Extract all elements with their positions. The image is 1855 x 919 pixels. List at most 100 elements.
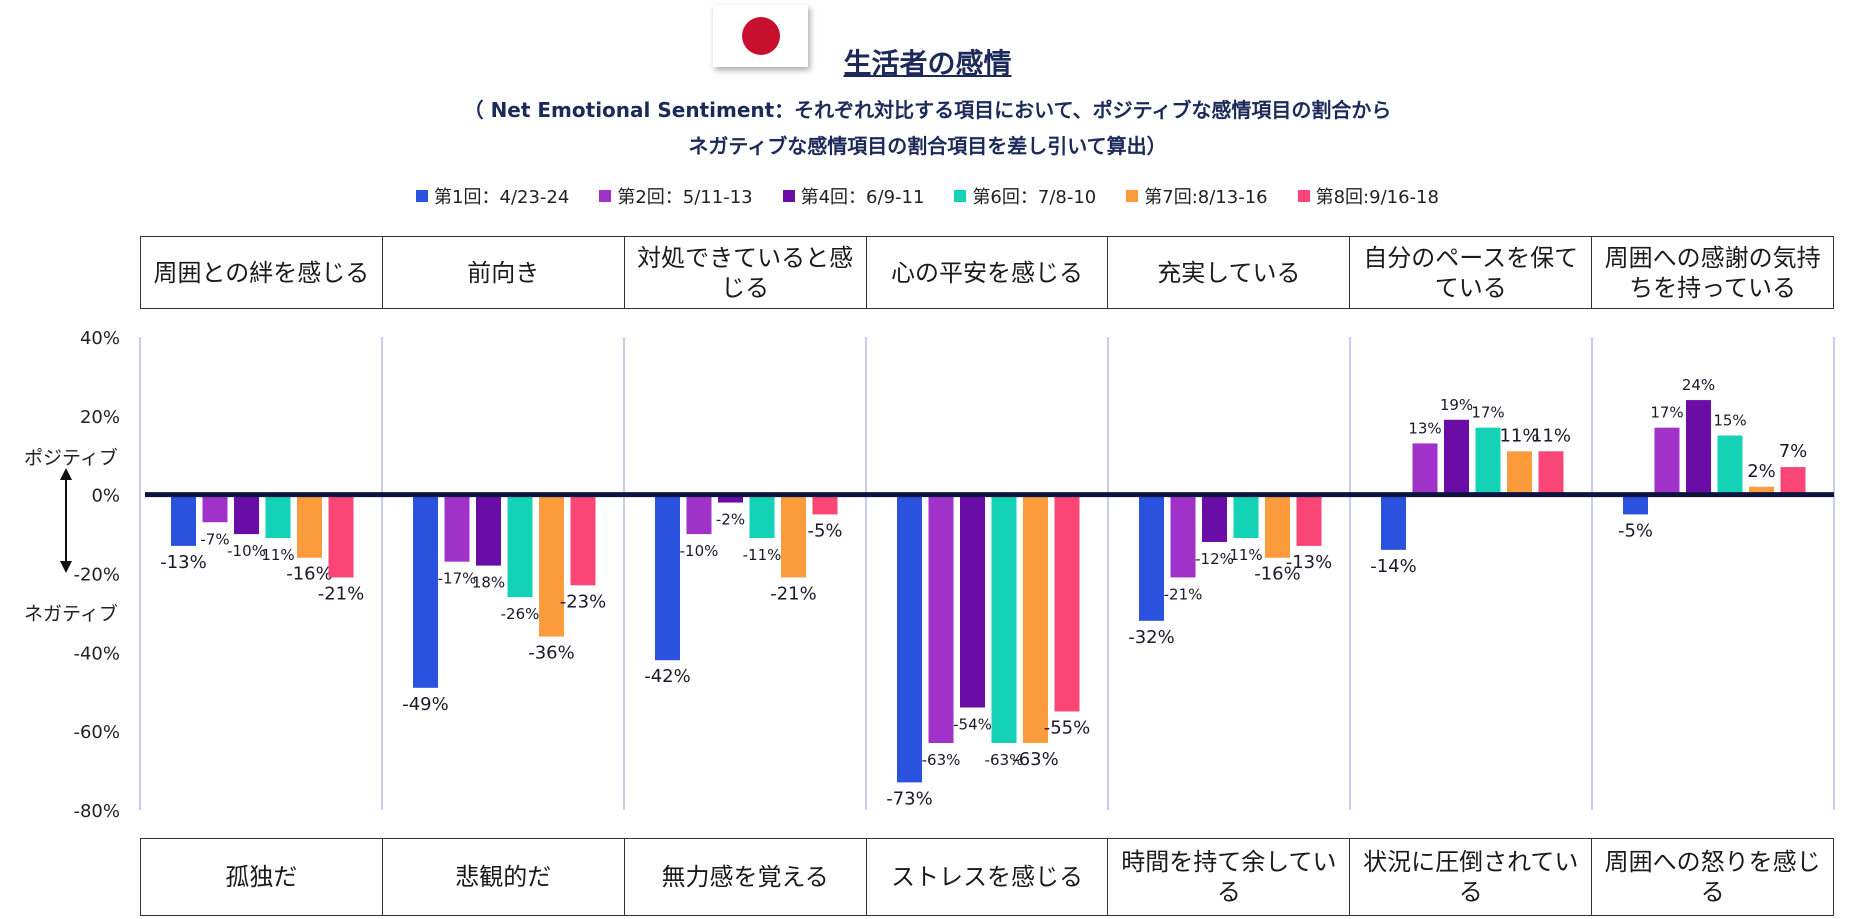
bar-value-label: -63% (985, 751, 1024, 769)
bar-value-label: 15% (1713, 412, 1746, 430)
bar (1202, 494, 1227, 542)
bar (749, 494, 775, 539)
legend-label: 第6回：7/8-10 (972, 187, 1097, 208)
legend-item-wave1: 第1回：4/23-24 (416, 183, 569, 209)
bar-value-label: -13% (1286, 552, 1333, 573)
bar-value-label: -10% (227, 542, 266, 560)
bar (1444, 419, 1469, 495)
legend-swatch (782, 190, 795, 202)
legend-swatch (1297, 190, 1310, 202)
bar (234, 494, 259, 535)
bar (202, 494, 228, 523)
bar (1717, 435, 1743, 495)
bar-value-label: -16% (1254, 564, 1301, 585)
bar (1296, 494, 1322, 546)
bar-value-label: -55% (1044, 717, 1091, 738)
bar-value-label: -5% (1618, 520, 1653, 541)
negative-axis-label: ネガティブ (24, 603, 118, 625)
bar-value-label: 13% (1408, 419, 1441, 437)
bar-value-label: -63% (922, 751, 961, 769)
bar (1538, 451, 1564, 495)
bar (655, 494, 680, 661)
category-negative: 無力感を覚える (625, 839, 867, 915)
positive-category-row: 周囲との絆を感じる 前向き 対処できていると感じる 心の平安を感じる 充実してい… (140, 236, 1834, 309)
legend-item-wave8: 第8回:9/16-18 (1297, 183, 1439, 209)
bar-value-label: -10% (680, 542, 719, 560)
legend-item-wave4: 第4回：6/9-11 (782, 183, 924, 209)
bar (570, 494, 596, 586)
bar-value-label: -42% (644, 666, 691, 687)
bar (928, 494, 954, 743)
bar (781, 494, 806, 578)
bar-value-label: -13% (160, 552, 207, 573)
bar (1780, 467, 1806, 495)
bar (1623, 494, 1648, 515)
bar-value-label: -12% (1195, 550, 1234, 568)
y-tick-label: 0% (91, 486, 120, 507)
negative-category-row: 孤独だ 悲観的だ 無力感を覚える ストレスを感じる 時間を持て余している 状況に… (140, 838, 1834, 916)
legend-label: 第8回:9/16-18 (1315, 187, 1439, 208)
bar (991, 494, 1017, 743)
y-tick-label: -60% (73, 722, 120, 743)
bar-value-label: -14% (1370, 556, 1417, 577)
bar (328, 494, 354, 578)
legend-label: 第7回:8/13-16 (1144, 187, 1268, 208)
bar (1265, 494, 1290, 558)
bar (507, 494, 533, 598)
y-tick-label: -20% (73, 565, 120, 586)
bar (1475, 427, 1501, 495)
bar-value-label: 11% (1531, 425, 1571, 446)
axis-arrow-up-icon (60, 468, 72, 480)
bar-value-label: -21% (318, 583, 365, 604)
category-positive: 前向き (383, 237, 625, 308)
legend-swatch (954, 190, 967, 202)
legend-item-wave7: 第7回:8/13-16 (1126, 183, 1268, 209)
bar (960, 494, 985, 708)
bar (1412, 443, 1438, 495)
category-positive: 周囲への感謝の気持ちを持っている (1604, 243, 1821, 302)
bar-value-label: -23% (560, 591, 607, 612)
positive-axis-label: ポジティブ (24, 447, 118, 469)
bar-value-label: -26% (501, 605, 540, 623)
bar-value-label: 17% (1471, 404, 1504, 422)
category-negative: 時間を持て余している (1108, 839, 1351, 915)
category-positive: 心の平安を感じる (867, 237, 1109, 308)
bar-value-label: 24% (1682, 376, 1715, 394)
bar-value-label: -7% (200, 530, 229, 548)
chart-title: 生活者の感情 (843, 47, 1012, 80)
bar-value-label: -32% (1128, 627, 1175, 648)
bar-value-label: 11% (261, 546, 294, 564)
bar-value-label: -2% (716, 511, 745, 529)
bar-value-label: -5% (807, 520, 842, 541)
bar (539, 494, 564, 637)
bar (1170, 494, 1196, 578)
legend-swatch (416, 190, 429, 202)
y-tick-label: 20% (80, 407, 120, 428)
category-negative: ストレスを感じる (867, 839, 1109, 915)
bar-value-label: -21% (770, 583, 817, 604)
bar (812, 494, 838, 515)
bar-value-label: 17% (1650, 404, 1683, 422)
y-tick-label: 40% (80, 328, 120, 349)
bar (718, 494, 743, 503)
category-negative: 悲観的だ (383, 839, 625, 915)
category-negative: 孤独だ (141, 839, 383, 915)
bar-value-label: -49% (402, 694, 449, 715)
bar-value-label: 19% (1440, 396, 1473, 414)
category-positive: 自分のペースを保てている (1350, 237, 1593, 308)
bar (1654, 427, 1680, 495)
bar (297, 494, 322, 558)
category-positive: 対処できていると感じる (625, 237, 867, 308)
chart-subtitle-line2: ネガティブな感情項目の割合項目を差し引いて算出） (688, 134, 1167, 158)
legend-label: 第2回：5/11-13 (617, 187, 753, 208)
bar-value-label: -11% (743, 546, 782, 564)
bar-value-label: 18% (472, 574, 505, 592)
legend-swatch (1126, 190, 1139, 202)
bar (171, 494, 196, 546)
bar-value-label: -17% (438, 570, 477, 588)
bar (1139, 494, 1164, 621)
bar (897, 494, 922, 783)
bar-value-label: -16% (286, 564, 333, 585)
bar (1054, 494, 1080, 712)
